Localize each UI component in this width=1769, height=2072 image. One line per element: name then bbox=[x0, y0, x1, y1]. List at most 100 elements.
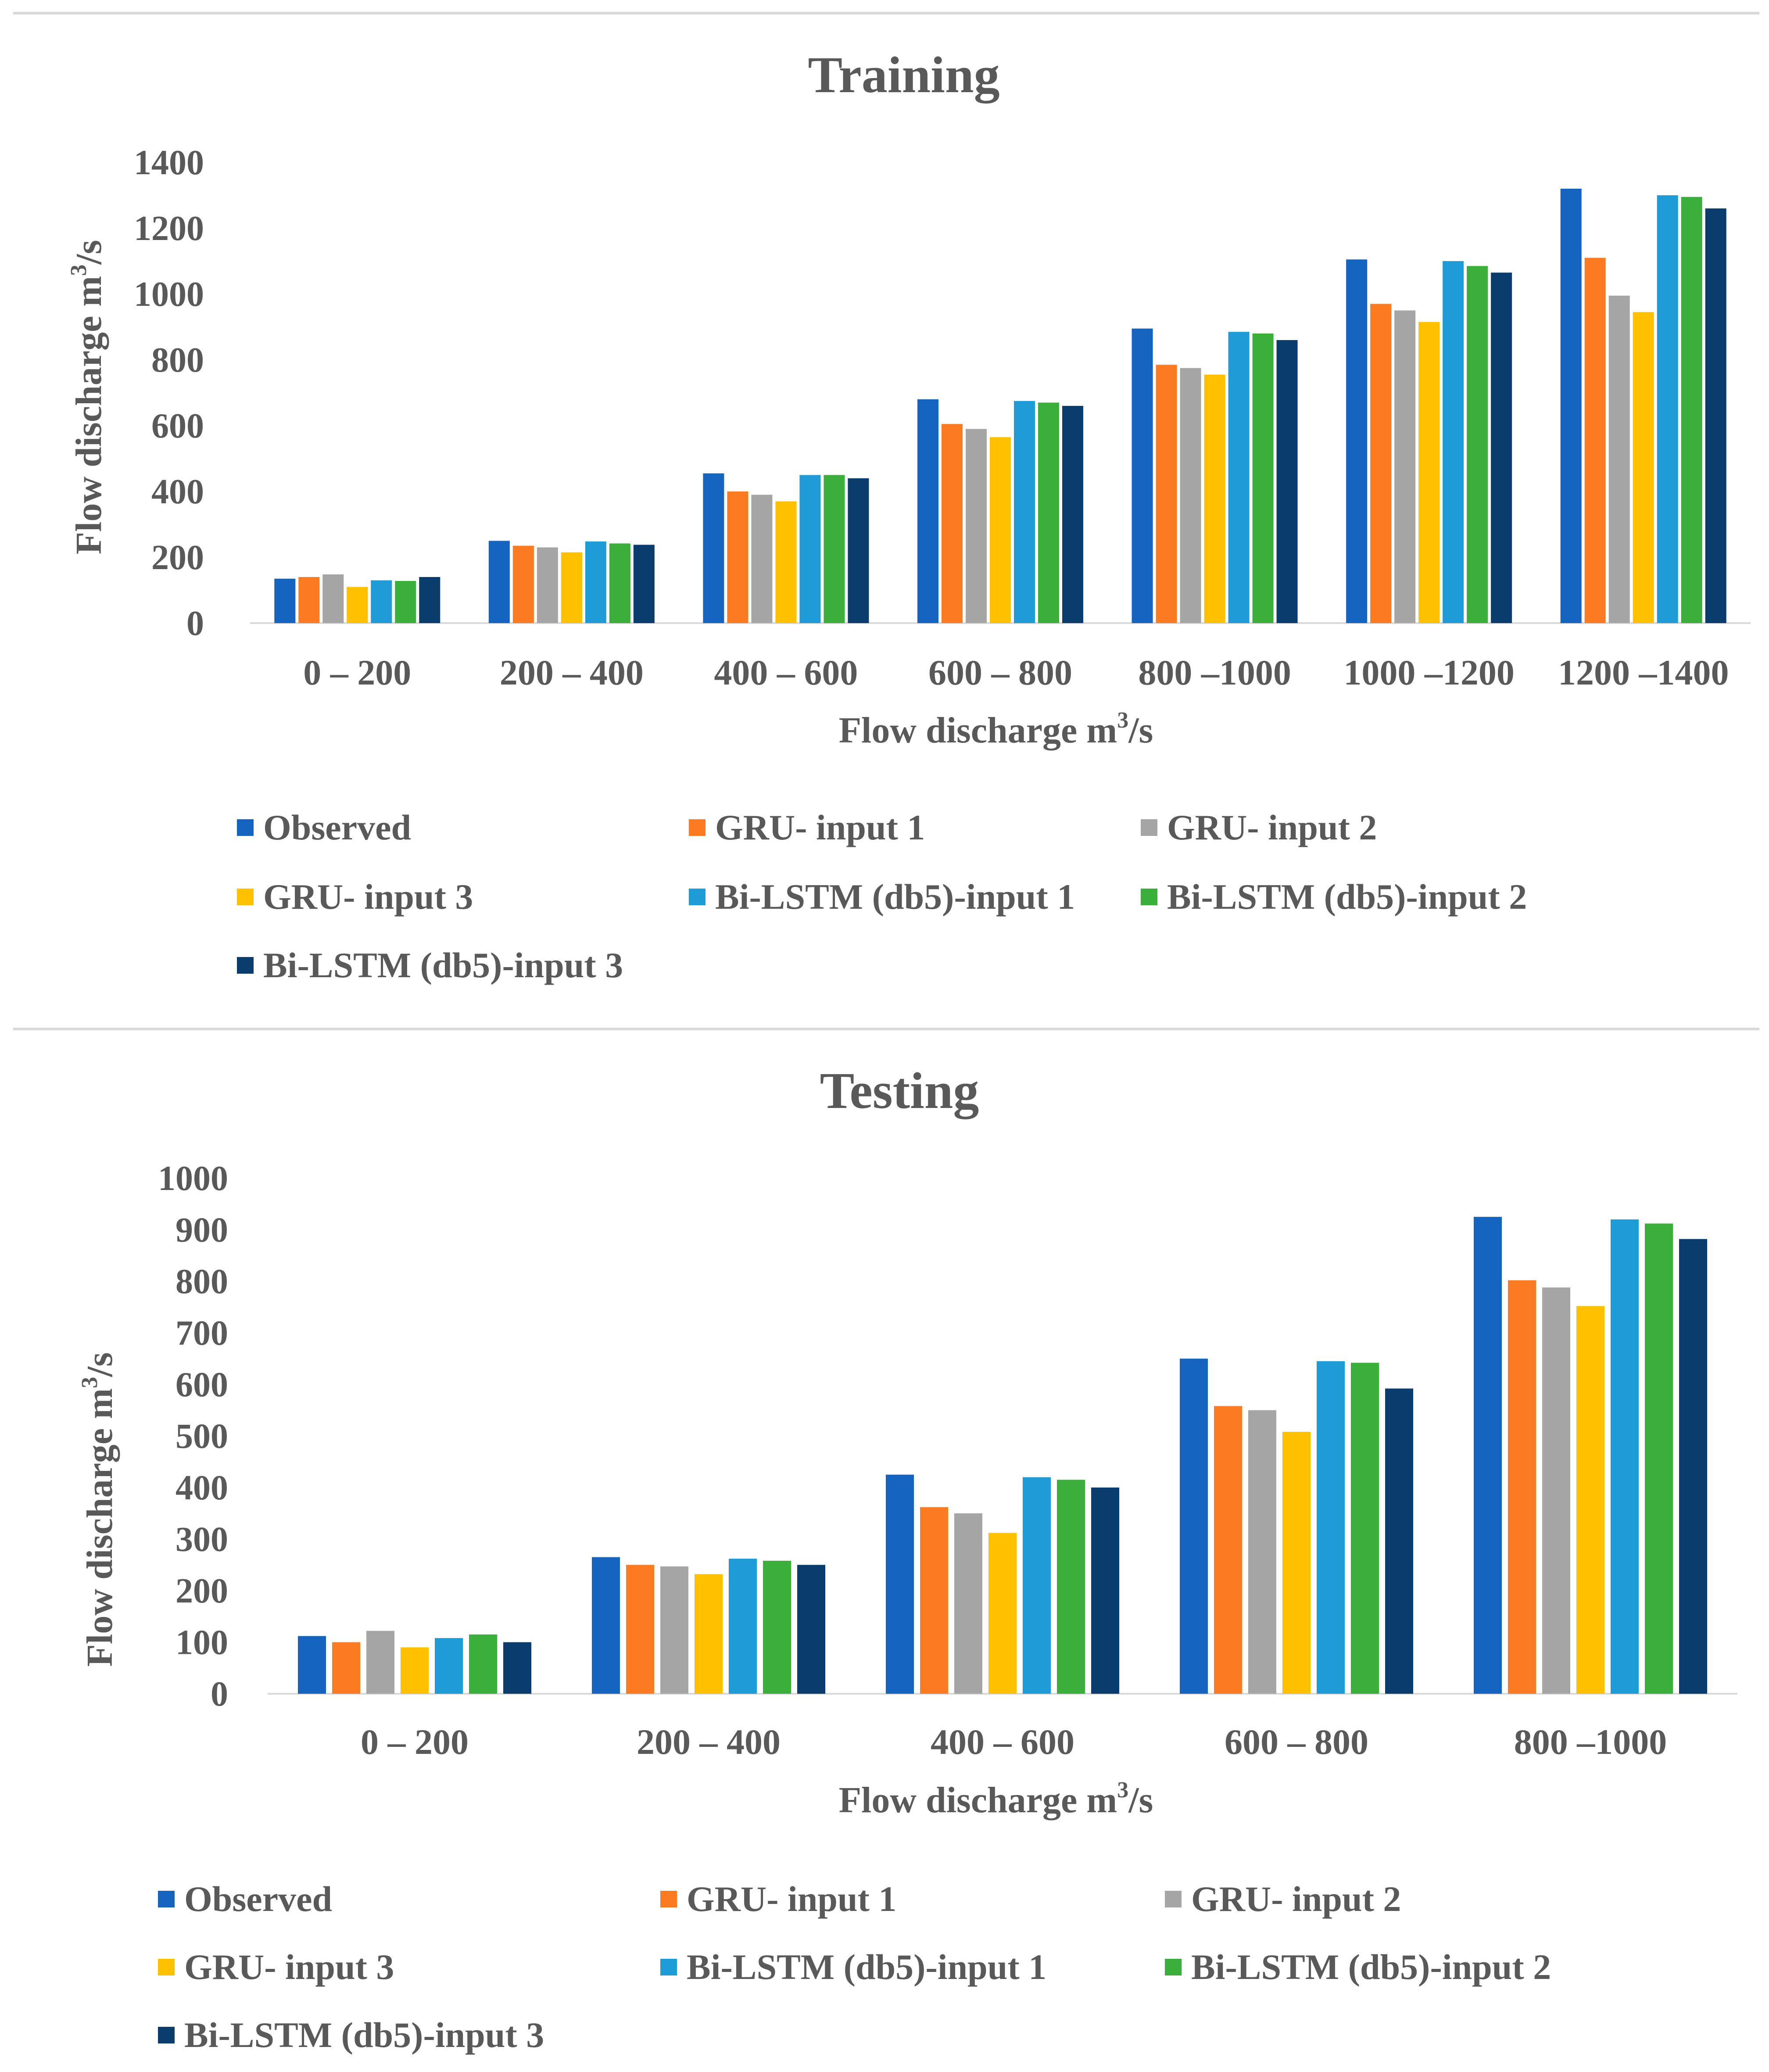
legend-swatch bbox=[1141, 819, 1157, 836]
x-axis-label: Flow discharge m3/s bbox=[839, 1778, 1153, 1821]
legend-label: Bi-LSTM (db5)-input 1 bbox=[715, 877, 1075, 917]
legend-label: GRU- input 2 bbox=[1191, 1879, 1401, 1919]
legend-swatch bbox=[158, 1959, 175, 1975]
bar bbox=[1474, 1217, 1502, 1694]
legend-item: Bi-LSTM (db5)-input 2 bbox=[1165, 1947, 1551, 1987]
legend-item: Bi-LSTM (db5)-input 3 bbox=[158, 2015, 544, 2055]
bar bbox=[727, 491, 748, 623]
y-axis-label: Flow discharge m3/s bbox=[66, 240, 109, 555]
bar bbox=[274, 578, 296, 623]
y-tick-label: 1200 bbox=[134, 209, 204, 248]
legend-swatch bbox=[158, 1891, 175, 1907]
bar bbox=[729, 1559, 757, 1694]
bar bbox=[660, 1566, 688, 1694]
y-tick-label: 900 bbox=[175, 1211, 228, 1250]
legend-item: GRU- input 1 bbox=[689, 807, 925, 847]
x-tick-label: 0 – 200 bbox=[361, 1722, 469, 1762]
bar bbox=[1204, 374, 1225, 623]
y-tick-label: 100 bbox=[175, 1624, 228, 1662]
bar bbox=[626, 1565, 654, 1694]
legend-label: Bi-LSTM (db5)-input 3 bbox=[184, 2015, 544, 2055]
bar bbox=[848, 478, 869, 623]
bar bbox=[775, 501, 797, 623]
legend-swatch bbox=[660, 1959, 677, 1975]
bar bbox=[1228, 332, 1250, 623]
x-axis-label: Flow discharge m3/s bbox=[839, 708, 1153, 751]
bar bbox=[503, 1642, 531, 1694]
bar bbox=[988, 1533, 1017, 1694]
x-tick-label: 200 – 400 bbox=[637, 1722, 781, 1762]
legend-swatch bbox=[1165, 1891, 1182, 1907]
legend: Observed GRU- input 1 GRU- input 2 GRU- inp… bbox=[237, 807, 1527, 985]
bar bbox=[395, 581, 416, 623]
bar bbox=[1132, 328, 1153, 623]
bar bbox=[1443, 261, 1464, 623]
x-tick-label: 1000 –1200 bbox=[1343, 652, 1515, 692]
legend-label: GRU- input 2 bbox=[1167, 807, 1377, 847]
bar bbox=[1252, 333, 1274, 623]
legend-item: GRU- input 2 bbox=[1165, 1879, 1401, 1919]
legend-label: Bi-LSTM (db5)-input 2 bbox=[1167, 877, 1527, 917]
legend-swatch bbox=[1141, 889, 1157, 905]
bar bbox=[763, 1560, 791, 1694]
y-tick-label: 0 bbox=[186, 604, 204, 643]
bar bbox=[824, 475, 845, 623]
legend-item: Bi-LSTM (db5)-input 3 bbox=[237, 945, 623, 985]
x-tick-label: 0 – 200 bbox=[303, 652, 411, 692]
bar bbox=[1214, 1406, 1242, 1694]
legend-label: GRU- input 1 bbox=[687, 1879, 896, 1919]
legend-label: GRU- input 1 bbox=[715, 807, 925, 847]
bar bbox=[419, 577, 440, 623]
legend-swatch bbox=[237, 889, 254, 905]
legend: Observed GRU- input 1 GRU- input 2 GRU- inp… bbox=[158, 1879, 1551, 2055]
bar bbox=[1385, 1388, 1413, 1694]
y-tick-label: 800 bbox=[151, 341, 204, 380]
legend-item: Bi-LSTM (db5)-input 1 bbox=[689, 877, 1075, 917]
bar bbox=[1576, 1306, 1604, 1694]
bar bbox=[1681, 197, 1702, 623]
bar bbox=[1038, 402, 1059, 623]
bar bbox=[1091, 1488, 1119, 1694]
bar bbox=[1705, 208, 1726, 623]
x-tick-label: 800 –1000 bbox=[1514, 1722, 1667, 1762]
legend-swatch bbox=[689, 889, 705, 905]
chart-title: Testing bbox=[820, 1062, 979, 1119]
y-tick-label: 200 bbox=[175, 1572, 228, 1610]
bar bbox=[1282, 1432, 1311, 1694]
chart-title: Training bbox=[808, 46, 999, 104]
y-tick-label: 600 bbox=[151, 407, 204, 445]
bar bbox=[347, 587, 368, 623]
bar bbox=[1057, 1480, 1085, 1694]
legend-item: Observed bbox=[237, 807, 411, 847]
bar bbox=[954, 1513, 982, 1694]
legend-swatch bbox=[237, 819, 254, 836]
bar bbox=[537, 547, 558, 623]
bar bbox=[1491, 272, 1512, 623]
bar bbox=[695, 1574, 723, 1694]
legend-item: GRU- input 1 bbox=[660, 1879, 896, 1919]
bar bbox=[592, 1557, 620, 1694]
y-tick-label: 300 bbox=[175, 1520, 228, 1559]
bar bbox=[1418, 322, 1440, 623]
bar bbox=[1508, 1280, 1536, 1694]
y-tick-label: 500 bbox=[175, 1417, 228, 1456]
bar bbox=[886, 1474, 914, 1694]
bar bbox=[1394, 310, 1416, 623]
y-tick-label: 700 bbox=[175, 1314, 228, 1353]
bar bbox=[401, 1647, 429, 1694]
bar bbox=[435, 1638, 463, 1694]
legend-swatch bbox=[158, 2027, 175, 2043]
legend-label: Observed bbox=[184, 1879, 332, 1919]
x-tick-label: 1200 –1400 bbox=[1558, 652, 1729, 692]
legend-item: Bi-LSTM (db5)-input 2 bbox=[1141, 877, 1527, 917]
bar bbox=[1611, 1219, 1639, 1694]
bar bbox=[920, 1507, 948, 1694]
y-tick-label: 0 bbox=[211, 1675, 228, 1714]
legend-label: Bi-LSTM (db5)-input 2 bbox=[1191, 1947, 1551, 1987]
bar bbox=[1542, 1287, 1570, 1694]
bar bbox=[1608, 295, 1630, 623]
bar bbox=[1014, 401, 1035, 623]
bar bbox=[633, 545, 655, 623]
y-tick-label: 200 bbox=[151, 538, 204, 577]
